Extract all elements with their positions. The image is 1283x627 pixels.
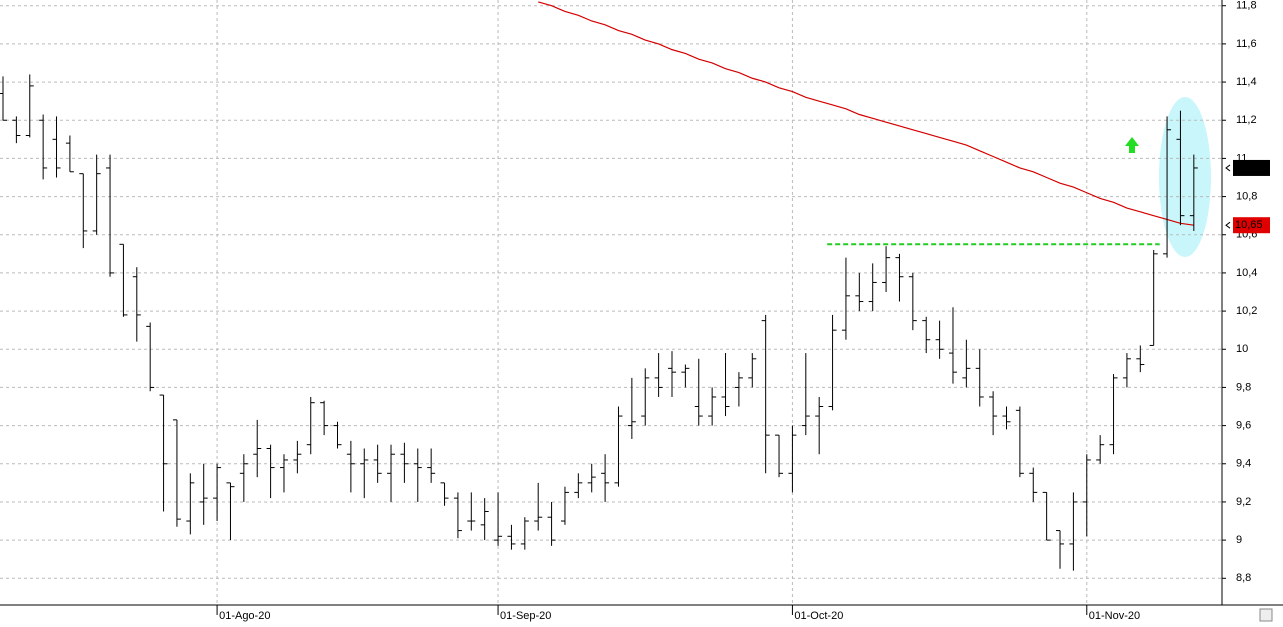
price-tag [1233,159,1270,176]
y-tick-label: 9 [1236,534,1242,546]
y-tick-label: 11,2 [1236,114,1257,126]
highlight-ellipse [1159,97,1211,257]
y-tick-label: 8,8 [1236,572,1251,584]
y-tick-label: 9,8 [1236,381,1251,393]
moving-average-line [538,1,1194,226]
y-tick-label: 10,8 [1236,190,1257,202]
y-tick-label: 10,2 [1236,305,1257,317]
corner-icon [1259,608,1273,622]
price-tag [1233,217,1270,234]
price-tag-label: 10,65 [1235,219,1263,231]
x-tick-label: 01-Sep-20 [500,610,551,622]
y-tick-label: 9,2 [1236,496,1251,508]
y-tick-label: 11 [1236,152,1247,164]
y-tick-label: 9,6 [1236,420,1251,432]
y-tick-label: 11,8 [1236,0,1257,12]
y-tick-label: 10 [1236,343,1248,355]
up-arrow [1125,137,1139,153]
y-tick-label: 11,6 [1236,38,1257,50]
y-tick-label: 9,4 [1236,458,1251,470]
price-tag-pointer [1225,164,1231,172]
x-tick-label: 01-Oct-20 [794,610,843,622]
y-tick-label: 10,4 [1236,267,1257,279]
x-tick-label: 01-Ago-20 [219,610,270,622]
x-tick-label: 01-Nov-20 [1089,610,1140,622]
price-tag-pointer [1225,221,1231,229]
y-tick-label: 11,4 [1236,76,1257,88]
